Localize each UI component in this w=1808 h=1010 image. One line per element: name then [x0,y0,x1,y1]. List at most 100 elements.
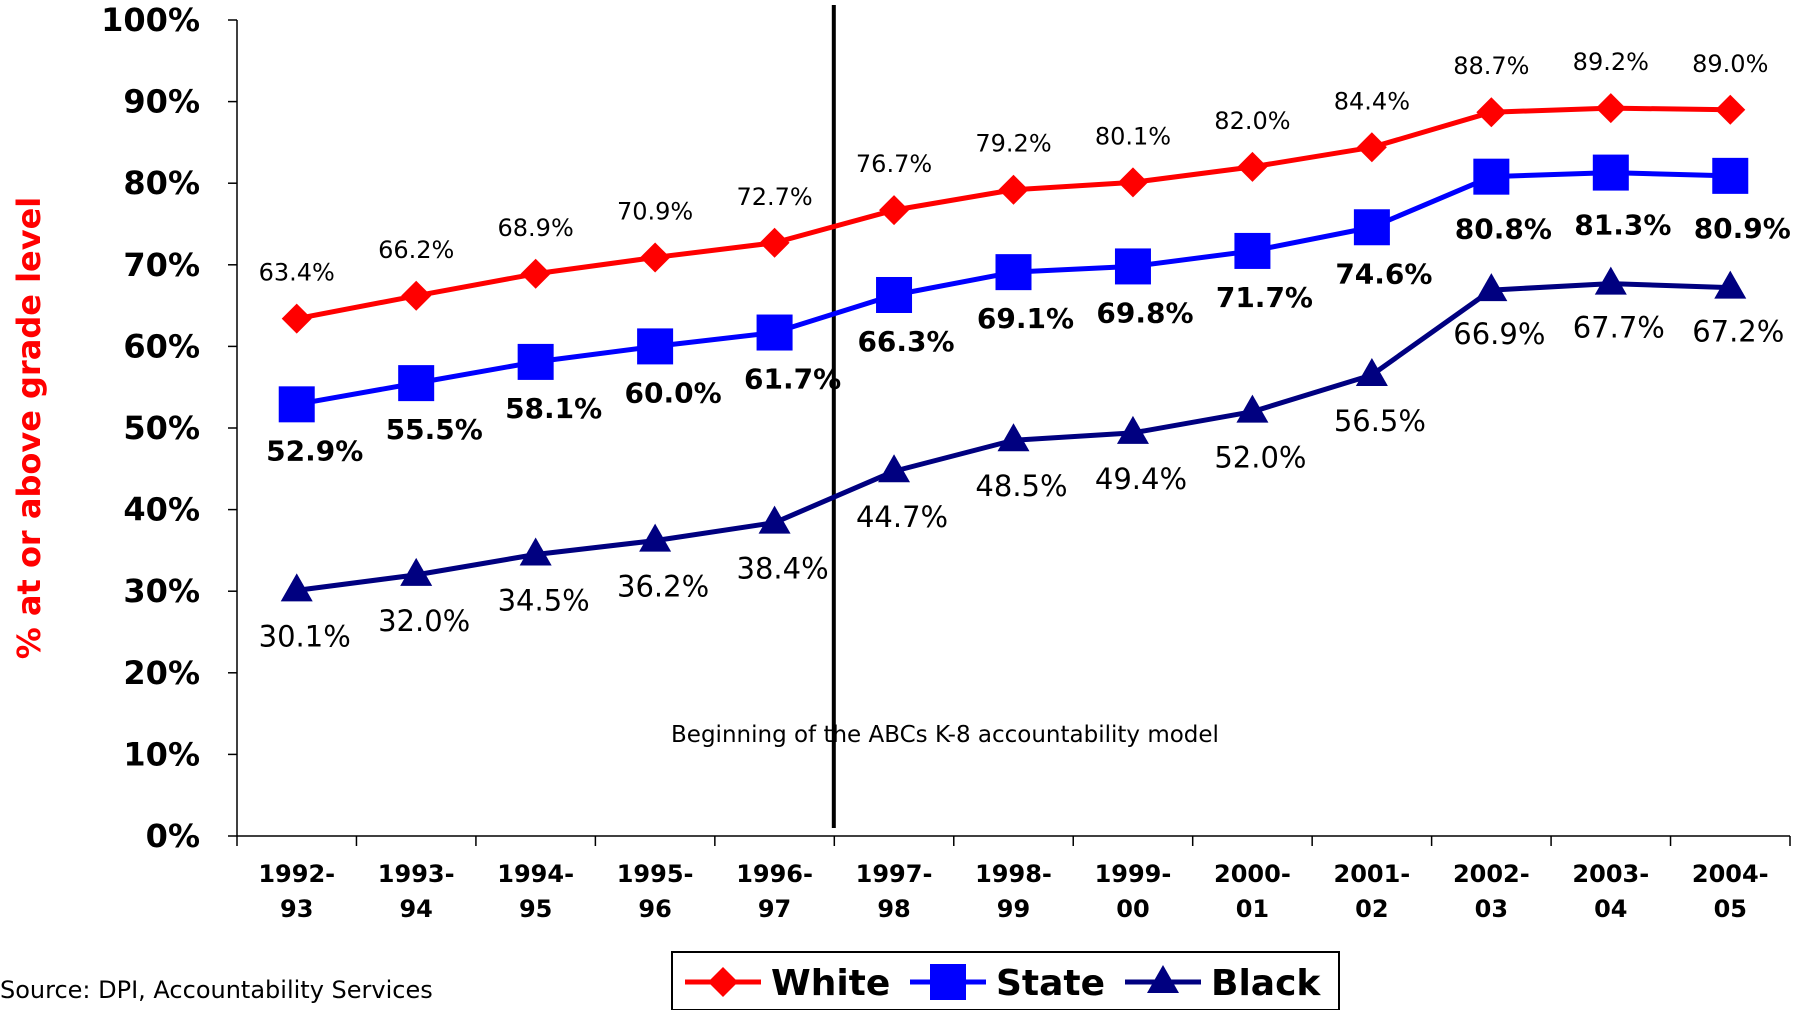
y-tick-label: 100% [101,1,200,39]
legend-marker-state [930,964,966,1000]
y-tick-label: 10% [123,735,200,773]
data-point-black [1475,273,1508,302]
legend-label-black: Black [1211,963,1321,1004]
data-point-black [1116,415,1149,444]
x-tick-label: 99 [997,895,1030,923]
data-point-white [1595,93,1626,124]
data-point-state [1353,209,1390,246]
data-point-state [1234,232,1271,269]
legend-marker-white [708,967,738,997]
data-label-white: 70.9% [617,197,693,225]
data-label-white: 84.4% [1334,87,1410,115]
x-tick-label: 00 [1116,895,1149,923]
x-tick-label: 1995- [617,860,694,888]
data-label-white: 76.7% [856,150,932,178]
y-axis: 0% 10% 20% 30% 40% 50% 60% 70% 80% 90% 100% [101,1,238,855]
data-point-black [1714,270,1747,299]
data-label-white: 89.2% [1573,48,1649,76]
data-label-white: 79.2% [975,130,1051,158]
data-point-state [1712,157,1749,194]
data-point-state [278,386,315,423]
y-tick-label: 90% [123,83,200,121]
x-tick-label: 2002- [1453,860,1530,888]
data-label-white: 66.2% [378,236,454,264]
data-point-state [398,365,435,402]
series-layer [278,93,1749,602]
data-point-black [758,505,791,534]
data-point-state [637,328,674,365]
legend-label-white: White [771,963,890,1004]
y-tick-label: 0% [146,817,200,855]
data-label-black: 56.5% [1334,404,1426,438]
x-tick-label: 05 [1714,895,1747,923]
x-tick-label: 1994- [497,860,574,888]
x-tick-label: 95 [519,895,552,923]
series-black [280,266,1747,602]
data-point-white [1715,94,1746,125]
data-label-white: 80.1% [1095,122,1171,150]
data-label-black: 44.7% [856,500,948,534]
x-tick-label: 1996- [736,860,813,888]
y-tick-label: 70% [123,246,200,284]
x-tick-label: 1997- [856,860,933,888]
data-point-white [281,303,312,334]
data-label-state: 52.9% [266,434,363,467]
data-label-state: 81.3% [1574,209,1671,242]
y-tick-label: 20% [123,654,200,692]
legend-label-state: State [996,963,1105,1004]
data-point-white [1237,151,1268,182]
data-point-black [1236,394,1269,423]
x-tick-label: 03 [1475,895,1508,923]
data-point-white [401,280,432,311]
data-label-state: 69.8% [1096,296,1193,329]
x-tick-label: 2000- [1214,860,1291,888]
legend-marker-black [1147,965,1179,993]
data-label-state: 66.3% [857,325,954,358]
x-tick-label: 2001- [1334,860,1411,888]
data-point-black [878,454,911,483]
y-tick-label: 40% [123,491,200,529]
data-point-state [995,254,1032,291]
x-tick-label: 02 [1355,895,1388,923]
data-label-state: 69.1% [977,302,1074,335]
data-label-black: 49.4% [1095,462,1187,496]
data-label-white: 88.7% [1453,52,1529,80]
legend: White State Black [671,951,1340,1010]
data-point-state [1592,154,1629,191]
x-tick-label: 94 [399,895,432,923]
x-tick-label: 1998- [975,860,1052,888]
data-label-black: 36.2% [617,570,709,604]
x-tick-label: 96 [638,895,671,923]
data-label-state: 55.5% [386,413,483,446]
annotation-text: Beginning of the ABCs K-8 accountability… [671,722,1219,748]
series-state [278,154,1749,423]
data-label-state: 80.8% [1455,213,1552,246]
data-point-white [998,174,1029,205]
y-tick-label: 60% [123,327,200,365]
x-tick-label: 2003- [1572,860,1649,888]
data-label-state: 58.1% [505,392,602,425]
data-label-black: 67.2% [1692,315,1784,349]
data-label-state: 60.0% [625,376,722,409]
data-point-white [1356,132,1387,163]
x-tick-label: 97 [758,895,791,923]
data-point-black [1594,266,1627,295]
data-point-state [517,343,554,380]
data-point-black [1355,357,1388,386]
x-tick-label: 1992- [258,860,335,888]
x-axis: 1992- 93 1993- 94 1994- 95 1995- 96 1996- 97 1997-… [236,835,1791,923]
data-point-white [1476,97,1507,128]
data-point-white [1117,167,1148,198]
data-point-black [400,557,433,586]
data-label-black: 32.0% [378,604,470,638]
data-label-black: 66.9% [1453,317,1545,351]
data-point-black [280,573,313,602]
data-point-state [1473,158,1510,195]
y-tick-label: 50% [123,409,200,447]
data-label-state: 80.9% [1694,212,1791,245]
data-label-state: 61.7% [744,363,841,396]
data-point-white [640,242,671,273]
series-white [281,93,1746,334]
x-tick-label: 1999- [1095,860,1172,888]
